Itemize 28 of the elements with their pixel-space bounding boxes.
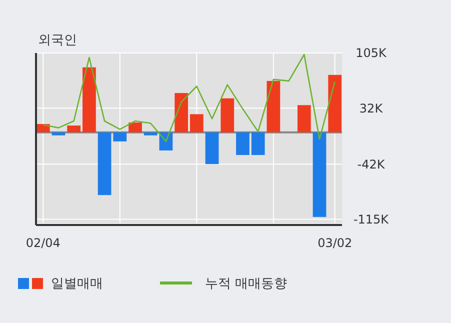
legend-label: 누적 매매동향 [205, 276, 288, 292]
bar [190, 114, 204, 132]
y-tick-label: -115K [353, 212, 390, 226]
y-tick-label: -42K [357, 157, 386, 172]
bar [113, 132, 127, 142]
x-tick-label: 02/04 [26, 236, 60, 250]
chart-title: 외국인 [38, 33, 77, 48]
y-tick-label: 105K [356, 46, 388, 60]
line-series [42, 54, 336, 142]
bar [312, 132, 326, 217]
x-tick-label: 03/02 [318, 236, 352, 250]
bar [205, 132, 219, 164]
bar [251, 132, 265, 155]
bar [82, 67, 96, 132]
bar [266, 80, 280, 132]
bar [36, 124, 50, 132]
bar [220, 98, 234, 132]
bar [128, 122, 142, 132]
bar [297, 105, 311, 132]
bar [236, 132, 250, 155]
legend-label: 일별매매 [51, 276, 103, 292]
bar [67, 126, 81, 132]
bar [52, 132, 66, 136]
bar [98, 132, 112, 196]
bar [174, 93, 188, 132]
bar [144, 132, 158, 136]
bar [328, 74, 342, 132]
y-tick-label: 32K [359, 101, 384, 116]
